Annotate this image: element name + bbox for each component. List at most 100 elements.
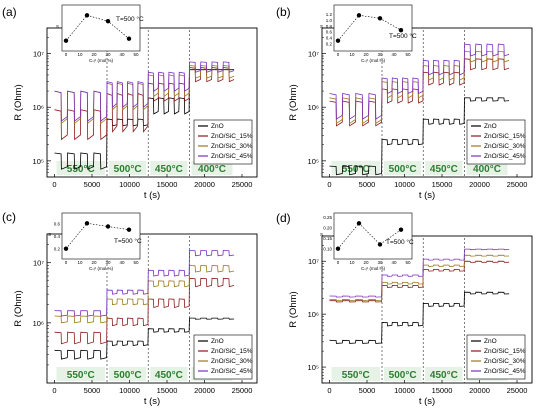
legend-entry: ZnO/SiC_30% [484,358,526,365]
y-tick-label: 10⁵ [308,363,319,372]
plot-frame [321,235,533,384]
x-tick-label: 15000 [432,386,453,395]
inset-point [126,227,132,232]
temperature-band [384,367,422,381]
temperature-band [425,367,463,381]
inset-y-tick-label: 0.8 [326,24,333,29]
temperature-label: 450°C [430,164,458,175]
temperature-label: 500°C [114,164,142,175]
inset-point [335,38,341,43]
inset-point [105,18,111,24]
y-tick-label: 10⁷ [308,50,319,59]
x-tick-label: 10000 [119,386,140,395]
x-tick-label: 10000 [394,386,415,395]
legend-entry: ZnO/SiC_45% [211,368,253,375]
x-tick-label: 0 [327,386,331,395]
inset-frame [61,212,141,260]
inset-x-axis-label: Cₛᵢᶜ (mol.%) [89,58,113,63]
inset-y-tick-label: 0.4 [54,234,61,239]
x-axis-label: t (s) [419,396,435,407]
inset-x-tick-label: 40 [119,52,125,57]
panel-label: (d) [276,211,291,225]
y-axis-label: R (Ohm) [13,290,24,326]
x-tick-label: 25000 [232,386,253,395]
y-tick-label: 10⁶ [33,103,44,112]
series-line [54,249,235,317]
inset-temperature-label: T=500 °C [114,237,142,245]
inset-y-tick-label: 1.2 [326,12,333,17]
inset-point [126,36,132,41]
inset-x-tick-label: 40 [391,52,397,57]
inset-point [377,16,383,21]
inset-x-tick-label: 50 [133,260,139,265]
x-tick-label: 0 [327,180,331,189]
x-tick-label: 5000 [359,386,376,395]
x-tick-label: 20000 [469,180,490,189]
inset-y-tick-label: 0.6 [326,30,333,35]
x-tick-label: 5000 [84,386,101,395]
inset: 0 10 20 30 40 50 Cₛᵢᶜ (mol.%) 0.20.40.60.81.01.… [320,4,417,63]
inset-line [337,14,402,41]
series-line [329,248,510,298]
inset-x-tick-label: 10 [349,52,355,57]
inset-x-tick-label: 0 [65,260,68,265]
temperature-label: 450°C [155,164,183,175]
inset-x-tick-label: 20 [91,260,97,265]
legend-entry: ZnO/SiC_15% [211,133,253,140]
inset-point [398,28,404,33]
inset-y-tick-label: 0.6 [54,221,61,226]
inset-y-tick-label: 0.4 [326,36,333,41]
legend-entry: ZnO/SiC_15% [484,348,526,355]
x-tick-label: 10000 [119,180,140,189]
inset-x-tick-label: 20 [363,260,369,265]
y-tick-label: 10⁵ [308,157,319,166]
x-tick-label: 20000 [469,386,490,395]
y-tick-label: 10⁷ [33,50,44,59]
inset: 0 10 20 30 40 50 Cₛᵢᶜ (mol.%) 0.2 0.4 0.6 S T=500 °… [48,212,142,271]
series-line [329,58,510,127]
temperature-band [331,367,380,381]
series-line [329,97,510,176]
temperature-label: 500°C [114,370,142,381]
panel-label: (a) [2,5,17,19]
inset-x-tick-label: 30 [377,260,383,265]
inset-y-axis-label: S [320,232,323,237]
inset-x-tick-label: 40 [119,260,125,265]
inset-frame [61,4,141,52]
legend-box [193,119,253,165]
x-tick-label: 10000 [394,180,415,189]
legend-entry: ZnO/SiC_45% [211,153,253,160]
inset-x-axis-label: Cₛᵢᶜ (mol.%) [361,58,385,63]
inset-y-tick-label: 0.20 [323,226,332,231]
inset-x-tick-label: 30 [105,260,111,265]
legend-entry: ZnO [211,338,224,345]
inset-point [105,224,111,229]
temperature-band [150,367,188,381]
inset-line [65,222,130,249]
inset-x-tick-label: 0 [337,260,340,265]
y-tick-label: 10⁶ [33,319,44,328]
inset-x-tick-label: 10 [77,260,83,265]
inset-point [377,242,383,247]
inset-x-tick-label: 10 [77,52,83,57]
inset-y-tick-label: 0.2 [326,42,333,47]
temperature-band [384,161,422,175]
temperature-label: 550°C [342,370,370,381]
temperature-label: 400°C [473,164,501,175]
temperature-band [425,161,463,175]
inset: 0 10 20 30 40 50 Cₛᵢᶜ (mol.%) 0.10 0.15 0.20 0.25 S… [320,212,414,271]
x-tick-label: 20000 [194,180,215,189]
series-line [329,291,510,344]
plot-frame [46,233,258,384]
y-tick-label: 10⁵ [33,157,44,166]
x-tick-label: 25000 [507,180,528,189]
legend-box [466,119,526,165]
inset-x-tick-label: 50 [405,260,411,265]
temperature-label: 550°C [67,164,95,175]
temperature-band [466,161,508,175]
temperature-band [191,161,233,175]
inset-x-tick-label: 20 [363,52,369,57]
legend-entry: ZnO/SiC_15% [211,348,253,355]
series-line [54,317,235,360]
